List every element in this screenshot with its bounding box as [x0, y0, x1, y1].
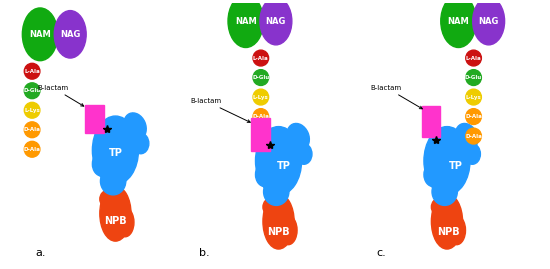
Ellipse shape: [296, 144, 312, 164]
Circle shape: [228, 0, 263, 48]
Ellipse shape: [253, 89, 268, 105]
Text: L-Lys: L-Lys: [253, 95, 269, 100]
Ellipse shape: [279, 216, 297, 245]
Text: D-Glu: D-Glu: [465, 75, 482, 80]
Ellipse shape: [466, 89, 481, 105]
Ellipse shape: [253, 109, 268, 125]
Ellipse shape: [92, 152, 111, 176]
Text: NAM: NAM: [448, 17, 469, 26]
Ellipse shape: [466, 70, 481, 86]
Ellipse shape: [24, 63, 40, 79]
Ellipse shape: [124, 113, 146, 140]
Ellipse shape: [256, 162, 274, 187]
Text: NAG: NAG: [478, 17, 499, 26]
Ellipse shape: [92, 116, 139, 185]
Text: NPB: NPB: [104, 217, 126, 226]
Ellipse shape: [133, 133, 149, 154]
Text: b.: b.: [199, 248, 210, 259]
Text: TP: TP: [449, 161, 463, 171]
Ellipse shape: [117, 208, 134, 237]
Ellipse shape: [24, 141, 40, 157]
Circle shape: [260, 0, 292, 45]
Text: B-lactam: B-lactam: [371, 85, 422, 109]
Text: D-Ala: D-Ala: [465, 114, 482, 119]
Ellipse shape: [24, 122, 40, 138]
Ellipse shape: [263, 198, 278, 216]
Ellipse shape: [24, 83, 40, 99]
Circle shape: [54, 10, 86, 58]
Ellipse shape: [24, 102, 40, 118]
Ellipse shape: [256, 127, 301, 195]
Text: D-Ala: D-Ala: [24, 147, 41, 152]
Ellipse shape: [431, 194, 463, 249]
Ellipse shape: [466, 109, 481, 125]
Ellipse shape: [263, 194, 294, 249]
Circle shape: [23, 8, 58, 61]
Text: D-Ala: D-Ala: [252, 114, 270, 119]
Ellipse shape: [466, 128, 481, 144]
Text: L-Ala: L-Ala: [24, 69, 40, 74]
Ellipse shape: [448, 216, 465, 245]
Circle shape: [472, 0, 504, 45]
Text: NAG: NAG: [266, 17, 286, 26]
Ellipse shape: [424, 162, 442, 187]
Ellipse shape: [101, 167, 126, 195]
FancyBboxPatch shape: [85, 105, 103, 133]
Text: D-Ala: D-Ala: [465, 134, 482, 139]
Ellipse shape: [464, 144, 480, 164]
Text: NAM: NAM: [29, 30, 51, 39]
Ellipse shape: [431, 198, 447, 216]
Text: D-Glu: D-Glu: [252, 75, 270, 80]
Ellipse shape: [100, 190, 116, 208]
Text: c.: c.: [377, 248, 386, 259]
Text: NPB: NPB: [437, 227, 460, 237]
Text: L-Lys: L-Lys: [466, 95, 481, 100]
Ellipse shape: [263, 178, 289, 206]
Ellipse shape: [100, 186, 131, 241]
Text: a.: a.: [36, 248, 46, 259]
FancyBboxPatch shape: [251, 118, 270, 151]
Text: D-Ala: D-Ala: [24, 127, 41, 132]
Text: TP: TP: [108, 148, 122, 158]
Text: NAM: NAM: [235, 17, 257, 26]
Text: D-Ala: D-Ala: [252, 134, 270, 139]
Ellipse shape: [455, 123, 478, 150]
Text: D-Glu: D-Glu: [24, 88, 41, 93]
Ellipse shape: [253, 70, 268, 86]
Text: B-lactam: B-lactam: [190, 98, 250, 122]
Text: B-lactam: B-lactam: [37, 85, 84, 106]
Text: NAG: NAG: [60, 30, 80, 39]
Ellipse shape: [432, 178, 458, 206]
Ellipse shape: [287, 123, 309, 150]
Text: TP: TP: [277, 161, 291, 171]
Text: L-Lys: L-Lys: [24, 108, 40, 113]
Ellipse shape: [424, 127, 470, 195]
FancyBboxPatch shape: [422, 106, 441, 137]
Ellipse shape: [466, 50, 481, 66]
Text: L-Ala: L-Ala: [466, 56, 481, 61]
Text: L-Ala: L-Ala: [253, 56, 269, 61]
Ellipse shape: [253, 128, 268, 144]
Circle shape: [441, 0, 476, 48]
Ellipse shape: [253, 50, 268, 66]
Text: NPB: NPB: [267, 227, 290, 237]
